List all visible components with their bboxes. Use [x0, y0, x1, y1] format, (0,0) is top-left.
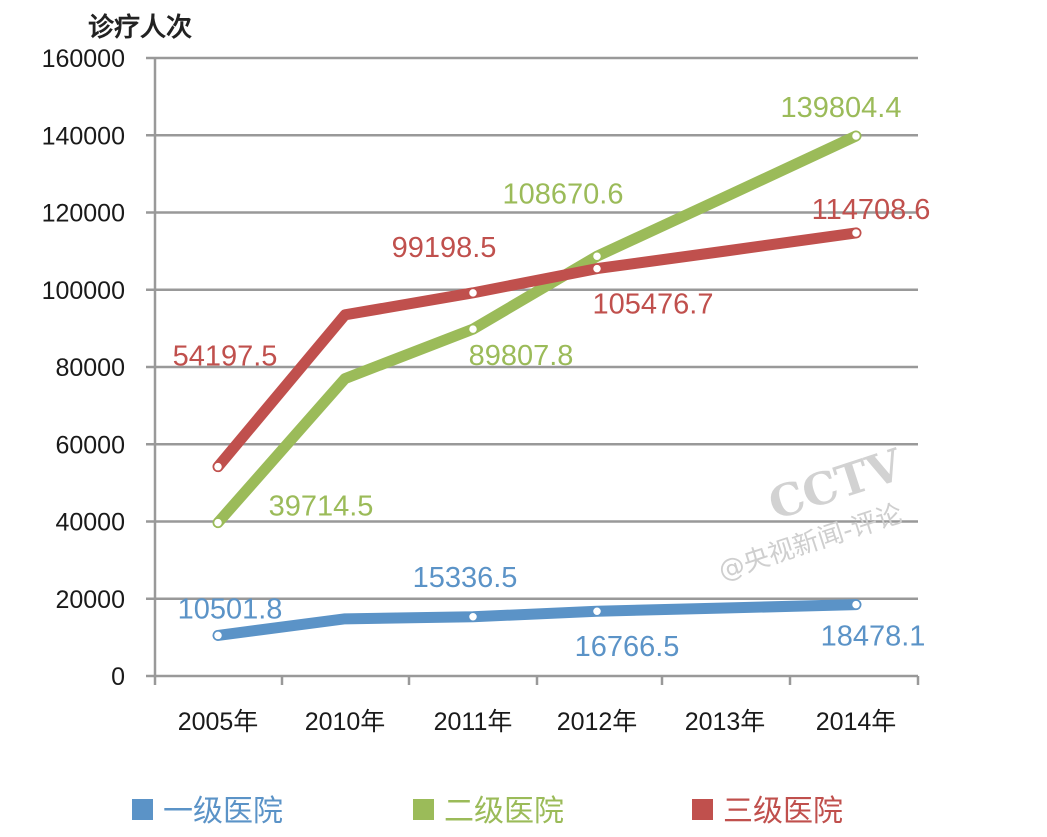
- data-label: 139804.4: [781, 92, 902, 124]
- data-point: [850, 599, 862, 610]
- data-point: [212, 630, 224, 641]
- x-tick-label: 2005年: [178, 708, 259, 736]
- x-tick-label: 2013年: [685, 708, 766, 736]
- y-tick-label: 160000: [42, 45, 125, 73]
- data-point: [591, 605, 603, 617]
- data-point: [467, 287, 479, 299]
- data-point: [467, 611, 479, 623]
- series-lines: [212, 130, 862, 641]
- legend-swatch: [132, 799, 153, 820]
- y-axis-title: 诊疗人次: [88, 12, 192, 43]
- data-point: [212, 461, 224, 472]
- x-tick-label: 2014年: [816, 708, 897, 736]
- legend-label: 一级医院: [163, 794, 283, 829]
- data-label: 15336.5: [413, 562, 518, 594]
- series-3: [212, 227, 862, 473]
- y-tick-label: 40000: [55, 509, 125, 537]
- y-tick-label: 0: [111, 663, 125, 691]
- legend-item-3: 三级医院: [692, 794, 843, 829]
- data-label: 89807.8: [469, 340, 574, 372]
- data-label: 99198.5: [392, 232, 497, 264]
- data-point: [591, 263, 603, 274]
- data-point: [850, 130, 862, 142]
- data-label: 54197.5: [173, 341, 278, 373]
- data-label: 16766.5: [575, 631, 680, 663]
- legend-label: 三级医院: [723, 794, 843, 829]
- x-tick-label: 2011年: [434, 708, 513, 736]
- x-tick-label: 2010年: [305, 708, 386, 736]
- legend-swatch: [692, 799, 713, 820]
- y-tick-label: 140000: [42, 122, 125, 150]
- data-point: [591, 251, 603, 262]
- x-tick-label: 2012年: [557, 708, 638, 736]
- data-point: [212, 517, 224, 528]
- series-2: [212, 130, 862, 529]
- data-label: 114708.6: [812, 194, 931, 226]
- legend-swatch: [413, 799, 434, 820]
- data-label: 39714.5: [269, 491, 374, 523]
- y-tick-label: 20000: [55, 586, 125, 614]
- data-label: 18478.1: [821, 621, 926, 653]
- data-label: 108670.6: [503, 178, 624, 210]
- series-line: [212, 599, 862, 641]
- series-1: [212, 599, 862, 641]
- legend-item-1: 一级医院: [132, 794, 283, 829]
- data-label: 10501.8: [178, 593, 283, 625]
- series-line: [212, 130, 862, 529]
- y-tick-label: 100000: [42, 277, 125, 305]
- series-line: [212, 227, 862, 473]
- data-labels: 10501.8 15336.5 16766.5 18478.1 39714.5 89807…: [173, 92, 931, 663]
- data-point: [467, 323, 479, 335]
- data-label: 105476.7: [593, 289, 714, 321]
- legend-label: 二级医院: [444, 794, 564, 829]
- legend-item-2: 二级医院: [413, 794, 564, 829]
- axes: 0 20000 40000 60000 80000 100000 120000 140000 1…: [42, 45, 920, 736]
- y-tick-label: 60000: [55, 431, 125, 459]
- data-point: [850, 227, 862, 239]
- y-tick-label: 120000: [42, 200, 125, 228]
- legend: 一级医院 二级医院 三级医院: [132, 794, 843, 829]
- y-tick-label: 80000: [55, 354, 125, 382]
